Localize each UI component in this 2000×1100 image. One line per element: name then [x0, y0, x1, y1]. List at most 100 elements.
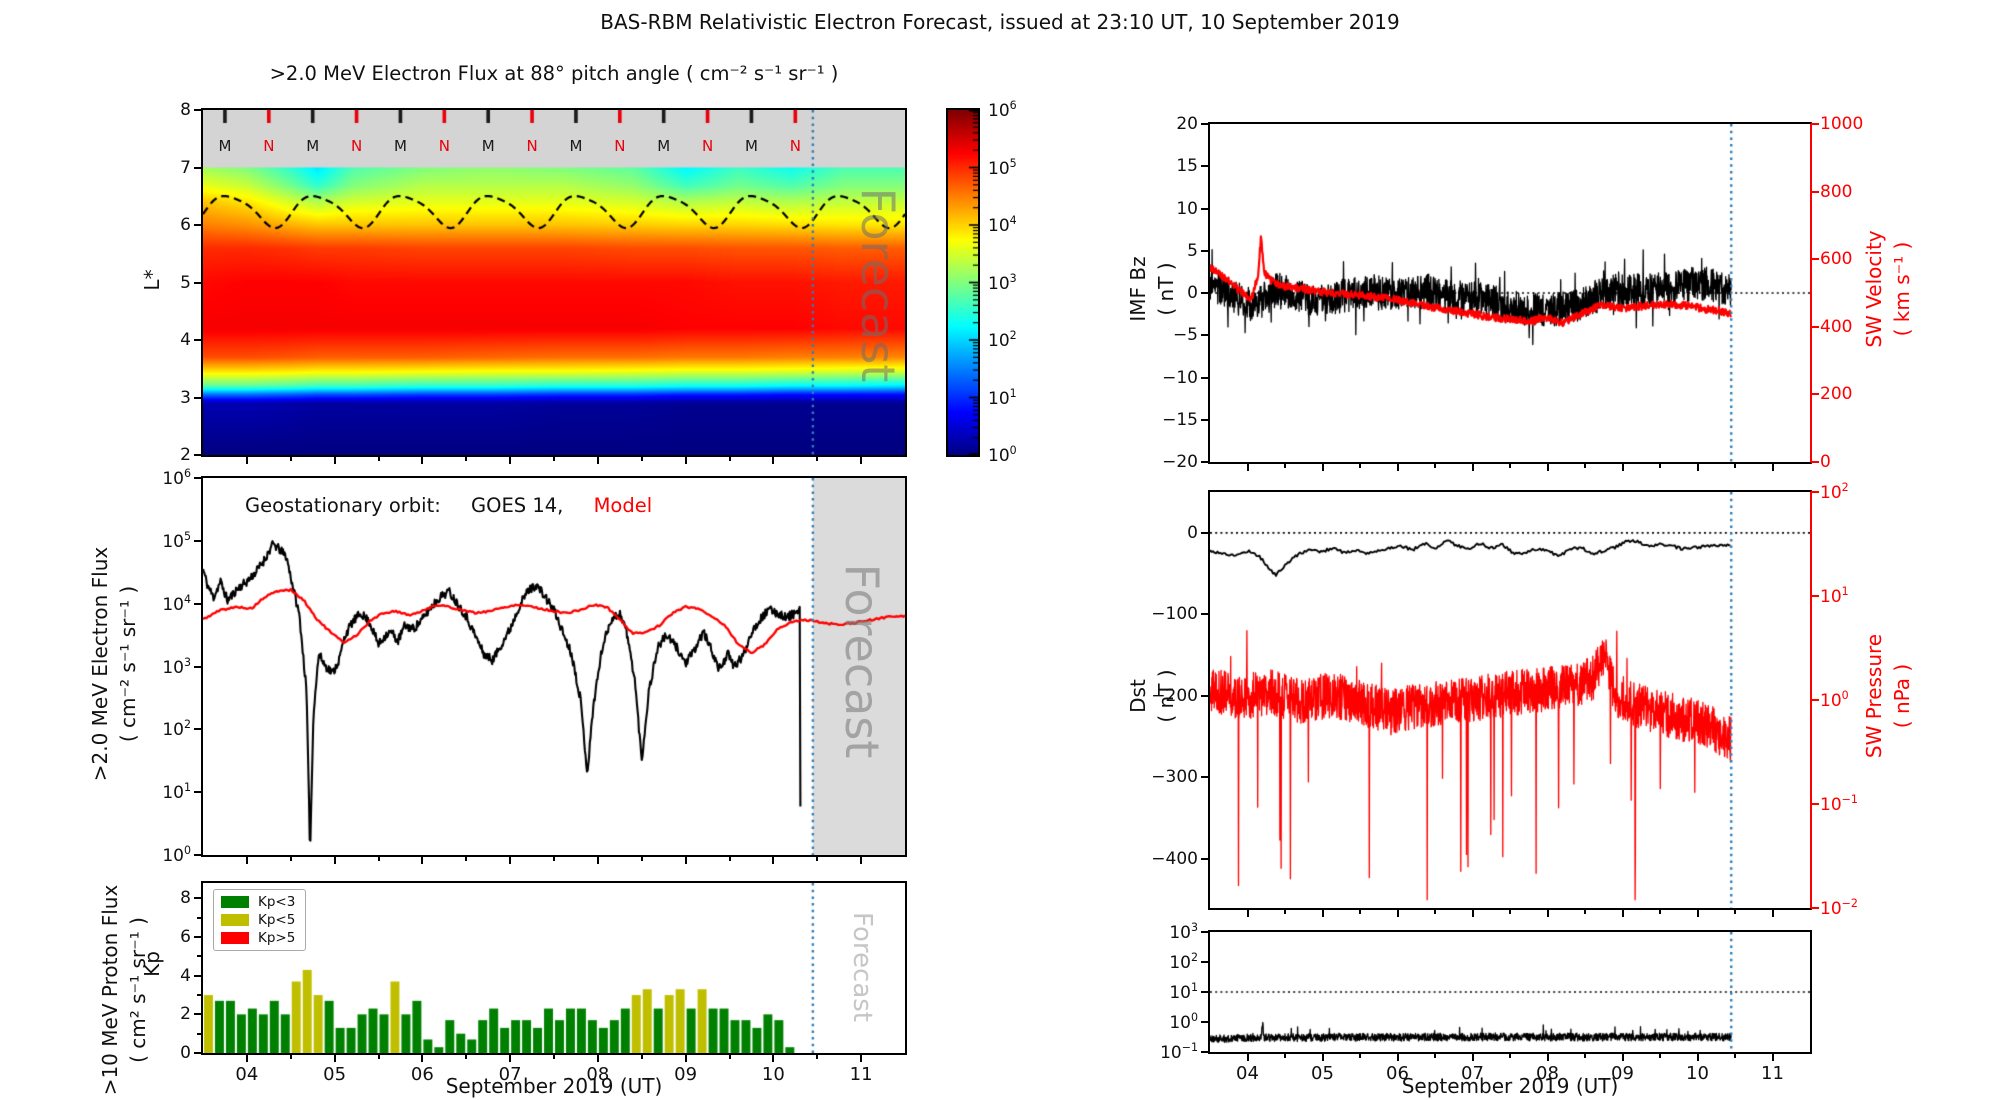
axis-tick [684, 457, 687, 464]
tick-label: 15 [1176, 156, 1198, 177]
sw-velocity-ylabel-line1: SW Velocity [1862, 230, 1886, 348]
axis-tick [194, 728, 201, 731]
axis-tick [1201, 1051, 1208, 1053]
proton-ylabel-line2: ( cm² s⁻¹ sr⁻¹ ) [126, 917, 150, 1063]
axis-tick [1201, 376, 1208, 379]
panel-imf-sw-velocity [1208, 122, 1812, 464]
tick-label: 105 [988, 156, 1017, 179]
axis-tick [194, 1052, 201, 1054]
axis-tick [1812, 258, 1819, 261]
axis-tick [509, 457, 512, 464]
kp-mid-swatch [221, 914, 249, 926]
axis-tick [1696, 910, 1699, 917]
axis-tick [1284, 1054, 1286, 1058]
axis-tick [1659, 1054, 1661, 1058]
axis-tick [1812, 491, 1819, 493]
mn-tick-label: N [438, 137, 450, 155]
kp-high-label: Kp>5 [258, 930, 296, 946]
axis-tick [1621, 464, 1624, 471]
axis-tick [1246, 1054, 1249, 1061]
axis-tick [1812, 190, 1819, 193]
kp-high-swatch [221, 932, 249, 944]
axis-tick [421, 857, 424, 864]
axis-tick [1201, 613, 1208, 616]
dst-canvas [1210, 492, 1810, 908]
axis-tick [1201, 961, 1208, 963]
axis-tick [1812, 123, 1819, 125]
kp-low-swatch [221, 896, 249, 908]
tick-label: 0 [1187, 283, 1198, 303]
axis-tick [860, 457, 863, 464]
x-tick-label: 04 [1236, 1063, 1259, 1084]
axis-tick [1546, 464, 1549, 471]
goes-flux-canvas [203, 478, 905, 855]
proton-canvas [1210, 932, 1810, 1052]
panel-colorbar [946, 108, 980, 457]
tick-label: 103 [1169, 921, 1198, 943]
axis-tick [421, 457, 424, 464]
tick-label: 4 [180, 330, 191, 350]
axis-tick [1771, 464, 1774, 471]
tick-label: 10−2 [1820, 897, 1858, 919]
goes-legend-satellite: GOES 14, [471, 494, 564, 517]
goes-legend-model: Model [593, 494, 653, 517]
axis-tick [1812, 325, 1819, 328]
axis-tick [194, 665, 201, 668]
axis-tick [1812, 595, 1819, 597]
tick-label: 103 [988, 271, 1017, 294]
axis-tick [1509, 910, 1511, 914]
axis-tick [816, 457, 819, 461]
tick-label: −10 [1162, 367, 1198, 388]
axis-tick [289, 457, 292, 461]
axis-tick [289, 1055, 292, 1059]
tick-label: 5 [1187, 240, 1198, 261]
tick-label: 100 [988, 444, 1017, 466]
axis-tick [1321, 1054, 1324, 1061]
axis-tick [289, 857, 292, 861]
axis-tick [194, 539, 201, 542]
axis-tick [197, 916, 201, 919]
axis-tick [194, 109, 201, 111]
axis-tick [1734, 910, 1736, 914]
axis-tick [197, 994, 201, 997]
x-tick-label: 07 [498, 1064, 522, 1085]
x-tick-label: 10 [1686, 1063, 1709, 1084]
axis-tick [1509, 464, 1511, 468]
axis-tick [772, 857, 775, 864]
tick-label: −100 [1151, 604, 1198, 625]
goes-legend: Geostationary orbit: GOES 14, Model [245, 494, 652, 517]
axis-tick [1396, 910, 1399, 917]
tick-label: 104 [988, 214, 1017, 236]
x-tick-label: 06 [1386, 1063, 1409, 1084]
axis-tick [377, 457, 380, 461]
tick-label: 3 [180, 387, 191, 408]
tick-label: 10−1 [1160, 1041, 1198, 1063]
panel-goes-flux [201, 476, 907, 857]
tick-label: 20 [1176, 114, 1198, 134]
panel-proton-flux [1208, 930, 1812, 1054]
mn-tick-label: N [789, 137, 801, 155]
tick-label: 102 [162, 718, 191, 741]
axis-tick [596, 857, 599, 864]
tick-label: 104 [162, 592, 191, 615]
axis-tick [1812, 803, 1819, 805]
axis-tick [1812, 461, 1819, 463]
axis-tick [377, 1055, 380, 1059]
imf-ylabel-line1: IMF Bz [1126, 256, 1150, 322]
axis-tick [772, 457, 775, 464]
axis-tick [1359, 1054, 1361, 1058]
mn-tick-label: M [306, 137, 320, 155]
mn-tick-label: N [350, 137, 363, 155]
tick-label: 6 [180, 927, 191, 948]
tick-label: 2 [180, 1004, 191, 1025]
axis-tick [1659, 910, 1661, 914]
figure-title: BAS-RBM Relativistic Electron Forecast, … [600, 10, 1400, 34]
x-tick-label: 08 [586, 1064, 610, 1085]
tick-label: 101 [162, 781, 191, 803]
tick-label: −400 [1151, 849, 1198, 870]
axis-tick [245, 1055, 248, 1062]
axis-tick [640, 857, 643, 861]
x-tick-label: 11 [1761, 1063, 1784, 1084]
sw-velocity-ylabel-line2: ( km s⁻¹ ) [1890, 241, 1914, 337]
